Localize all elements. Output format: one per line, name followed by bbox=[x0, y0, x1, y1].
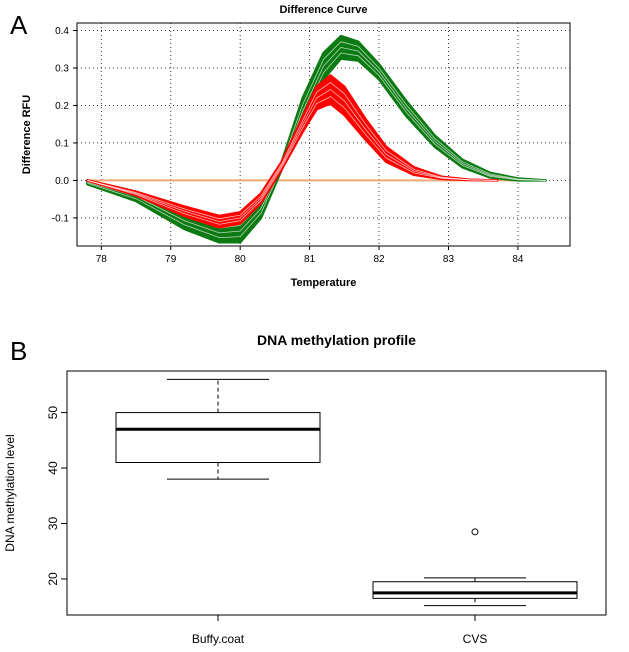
chart-a-series bbox=[86, 34, 547, 244]
category-label: CVS bbox=[463, 632, 488, 646]
x-tick-label: 84 bbox=[512, 254, 524, 265]
box-outlier-point bbox=[471, 528, 479, 536]
chart-b-y-ticks: 20 30 40 50 bbox=[46, 406, 67, 586]
chart-b-x-ticks: Buffy.coat CVS bbox=[192, 615, 487, 646]
y-tick-label: 0.1 bbox=[55, 138, 69, 149]
chart-b-y-axis-label: DNA methylation level bbox=[3, 434, 17, 551]
chart-a-title: Difference Curve bbox=[279, 4, 367, 16]
panel-b-letter: B bbox=[10, 336, 27, 366]
chart-a-y-axis-label: Difference RFU bbox=[21, 95, 33, 175]
y-tick-label: 0.3 bbox=[55, 63, 69, 74]
chart-a-y-ticks: -0.1 0.0 0.1 0.2 0.3 0.4 bbox=[52, 26, 77, 224]
x-tick-label: 81 bbox=[304, 254, 316, 265]
y-tick-label: 50 bbox=[46, 406, 60, 420]
x-tick-label: 78 bbox=[96, 254, 108, 265]
y-tick-label: 40 bbox=[46, 461, 60, 475]
y-tick-label: 20 bbox=[46, 572, 60, 586]
y-tick-label: 0.0 bbox=[55, 176, 69, 187]
chart-b-plot-area bbox=[66, 370, 607, 616]
red-series-curve-line bbox=[87, 96, 498, 225]
chart-a-x-ticks: 78 79 80 81 82 83 84 bbox=[96, 246, 524, 265]
x-tick-label: 82 bbox=[373, 254, 385, 265]
green-series-curve-line bbox=[87, 46, 546, 234]
panel-a-letter: A bbox=[10, 10, 28, 40]
red-series-curve-line bbox=[87, 89, 498, 223]
x-tick-label: 79 bbox=[165, 254, 177, 265]
y-tick-label: 0.4 bbox=[55, 26, 69, 37]
difference-curve-chart: Difference Curve 78 79 80 81 82 83 84 -0.1 0.0 0… bbox=[21, 4, 571, 289]
x-tick-label: 83 bbox=[443, 254, 455, 265]
red-series-curve-line bbox=[87, 81, 498, 220]
y-tick-label: -0.1 bbox=[52, 213, 70, 224]
chart-a-x-axis-label: Temperature bbox=[291, 277, 357, 289]
box-body bbox=[372, 581, 578, 599]
category-label: Buffy.coat bbox=[192, 632, 245, 646]
x-tick-label: 80 bbox=[235, 254, 247, 265]
chart-b-title: DNA methylation profile bbox=[257, 332, 416, 348]
y-tick-label: 30 bbox=[46, 517, 60, 531]
chart-b-boxes bbox=[115, 378, 578, 607]
box-body bbox=[115, 412, 321, 464]
green-series-curve-line bbox=[87, 52, 546, 239]
methylation-boxplot-chart: DNA methylation profile Buffy.coat CVS 20… bbox=[3, 332, 607, 646]
y-tick-label: 0.2 bbox=[55, 101, 69, 112]
